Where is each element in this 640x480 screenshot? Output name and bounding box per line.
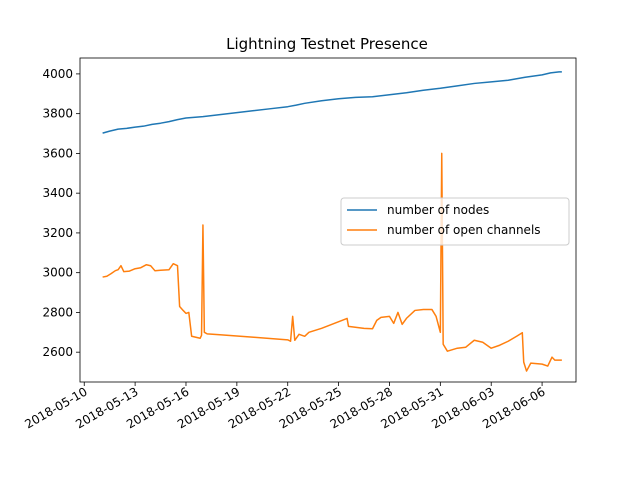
- y-tick-label: 4000: [42, 67, 73, 81]
- chart-title: Lightning Testnet Presence: [226, 35, 428, 53]
- legend: number of nodes number of open channels: [340, 197, 570, 246]
- y-tick-label: 3000: [42, 266, 73, 280]
- series-line-1: [102, 152, 562, 372]
- legend-frame: [340, 197, 570, 246]
- series-layer: [102, 71, 562, 372]
- series-line-0: [102, 71, 562, 134]
- y-tick-label: 3600: [42, 146, 73, 160]
- y-tick-label: 3800: [42, 107, 73, 121]
- plot-frame: [79, 57, 577, 383]
- legend-label-channels: number of open channels: [387, 223, 541, 237]
- y-tick-label: 3200: [42, 226, 73, 240]
- y-tick-label: 2800: [42, 305, 73, 319]
- y-tick-label: 2600: [42, 345, 73, 359]
- y-axis: 2600 2800 3000 3200 3400 3600 3800 4000: [42, 67, 80, 359]
- x-axis: 2018-05-102018-05-132018-05-162018-05-19…: [22, 382, 548, 431]
- legend-label-nodes: number of nodes: [387, 203, 489, 217]
- y-tick-label: 3400: [42, 186, 73, 200]
